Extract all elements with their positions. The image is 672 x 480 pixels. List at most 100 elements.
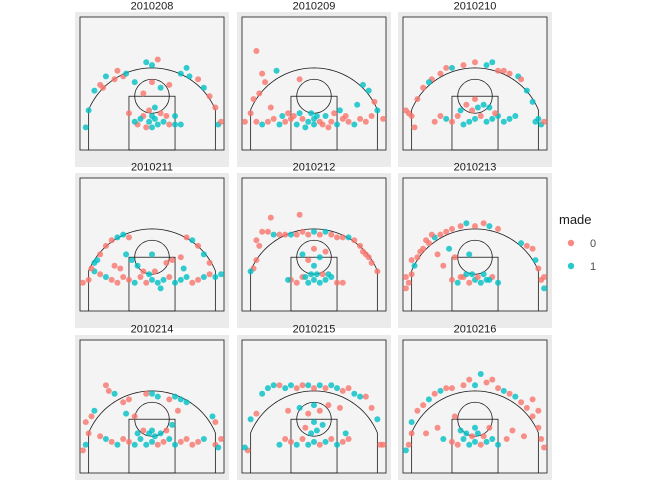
shot-point [146, 271, 153, 278]
shot-point [195, 276, 202, 283]
shot-point [149, 79, 155, 86]
shot-point [183, 64, 190, 71]
shot-point [325, 402, 332, 409]
shot-point [123, 251, 130, 258]
shot-point [336, 404, 343, 411]
shot-point [469, 271, 476, 278]
shot-point [267, 214, 274, 221]
shot-point [189, 279, 196, 286]
shot-point [408, 419, 415, 426]
shot-point [463, 220, 470, 227]
shot-point [302, 274, 309, 281]
shot-point [131, 118, 138, 125]
shot-point [339, 387, 346, 394]
shot-point [146, 107, 153, 114]
shot-point [111, 76, 118, 83]
shot-point [282, 385, 289, 392]
shot-point [195, 242, 202, 249]
shot-point [345, 436, 352, 443]
shot-point [362, 118, 369, 125]
shot-point [520, 433, 527, 440]
shot-point [469, 107, 476, 114]
shot-point [125, 234, 132, 241]
shot-point [428, 231, 435, 238]
shot-point [308, 271, 315, 278]
facet-strip-label: 2010208 [131, 1, 174, 13]
shot-point [316, 231, 323, 238]
shot-point [163, 113, 170, 120]
shot-point [357, 393, 364, 400]
shot-point [206, 271, 213, 278]
shot-point [322, 438, 329, 445]
shot-point [131, 79, 138, 86]
shot-point [270, 115, 277, 122]
shot-point [408, 257, 415, 264]
shot-point [111, 262, 118, 269]
shot-point [177, 276, 184, 283]
shot-point [345, 385, 352, 392]
shot-point [311, 245, 317, 252]
shot-point [316, 441, 323, 448]
three-point-line [411, 228, 539, 311]
shot-point [120, 399, 127, 406]
shot-point [483, 62, 490, 69]
shot-point [160, 276, 167, 283]
shot-point [466, 376, 473, 383]
shot-point [319, 121, 326, 128]
shot-point [368, 259, 375, 266]
shot-point [183, 399, 190, 406]
shot-point [408, 271, 415, 278]
shot-point [380, 115, 387, 122]
shot-point [425, 396, 432, 403]
shot-point [140, 268, 147, 275]
legend-label-0: 0 [590, 238, 596, 250]
legend-title: made [559, 212, 592, 227]
shot-point [402, 274, 409, 281]
shot-point [541, 285, 548, 292]
shot-point [463, 101, 470, 108]
shot-point [460, 62, 467, 69]
shot-point [267, 104, 274, 111]
shot-point [322, 248, 329, 255]
facet-panel: 2010211 [75, 162, 229, 328]
shot-point [247, 416, 254, 423]
shot-point [85, 276, 92, 283]
shot-point [440, 436, 447, 443]
shot-point [299, 436, 306, 443]
shot-point [273, 67, 280, 74]
shot-point [457, 107, 464, 114]
facet-strip-label: 2010214 [131, 324, 174, 336]
shot-point [279, 113, 286, 120]
shot-point [328, 382, 335, 389]
shot-point [437, 70, 444, 77]
shot-point [108, 438, 115, 445]
shot-point [489, 59, 496, 66]
shot-point [299, 382, 306, 389]
shot-point [114, 67, 121, 74]
shot-point [97, 271, 104, 278]
shot-point [302, 124, 309, 131]
shot-point [472, 424, 478, 431]
shot-point [120, 231, 127, 238]
shot-point [163, 259, 170, 266]
shot-point [305, 279, 312, 286]
shot-point [334, 385, 341, 392]
shot-point [541, 118, 548, 125]
shot-point [82, 124, 89, 131]
shot-point [334, 121, 341, 128]
shot-point [483, 379, 490, 386]
shot-point [460, 436, 467, 443]
shot-point [509, 427, 516, 434]
shot-point [276, 121, 283, 128]
shot-point [218, 436, 225, 443]
shot-point [149, 62, 155, 69]
shot-point [460, 121, 467, 128]
shot-point [183, 274, 190, 281]
shot-point [264, 118, 271, 125]
shot-point [259, 121, 266, 128]
shot-point [206, 93, 213, 100]
shot-point [131, 441, 138, 448]
shot-point [177, 438, 184, 445]
shot-point [529, 413, 536, 420]
shot-point [489, 115, 496, 122]
